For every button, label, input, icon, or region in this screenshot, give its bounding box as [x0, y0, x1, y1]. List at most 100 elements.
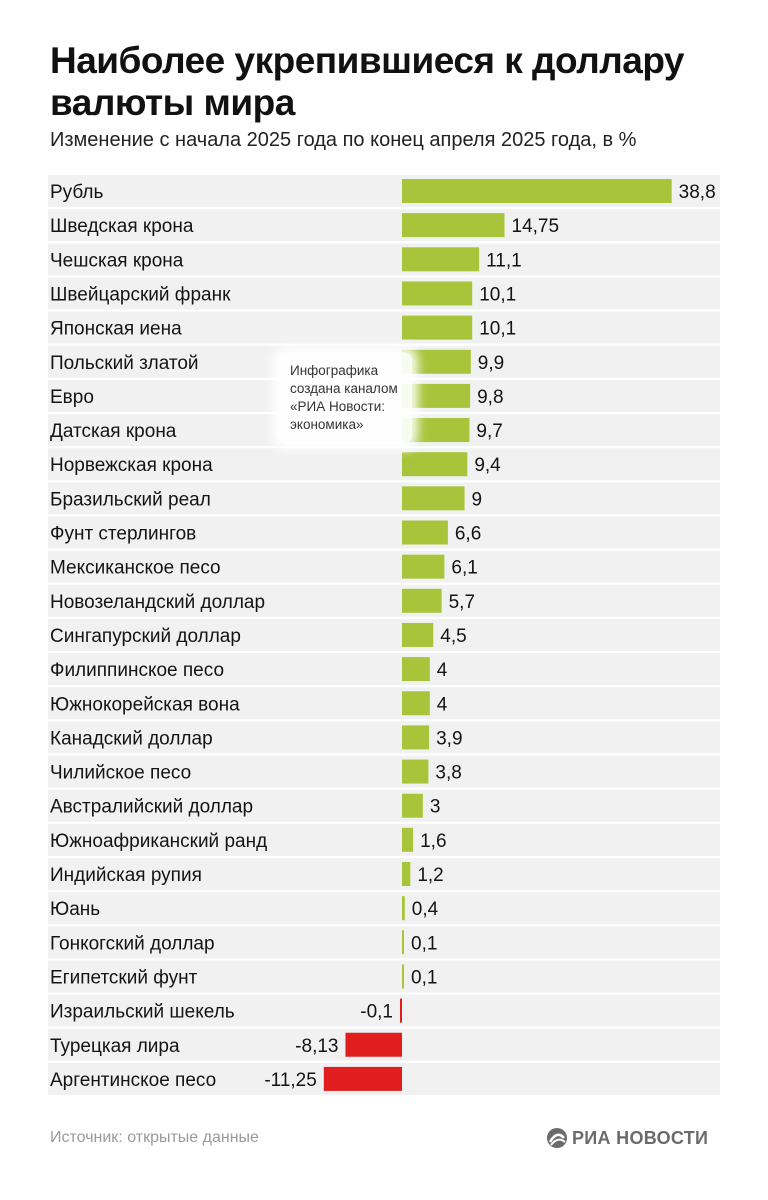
value-label: 1,6 — [420, 831, 446, 852]
bar — [402, 930, 404, 955]
logo-text: РИА НОВОСТИ — [572, 1127, 709, 1148]
row-background — [48, 858, 720, 890]
value-label: 38,8 — [679, 182, 716, 203]
category-label: Чешская крона — [50, 250, 184, 271]
value-label: 1,2 — [417, 865, 443, 886]
bar — [402, 247, 480, 272]
category-label: Шведская крона — [50, 216, 194, 237]
bar — [402, 827, 414, 852]
category-label: Гонкогский доллар — [50, 933, 215, 954]
value-label: 0,4 — [412, 899, 439, 920]
category-label: Австралийский доллар — [50, 797, 253, 818]
category-label: Канадский доллар — [50, 728, 213, 749]
category-label: Швейцарский франк — [50, 284, 231, 305]
bar — [402, 793, 423, 818]
row-background — [48, 789, 720, 822]
value-label: 0,1 — [411, 933, 437, 954]
category-label: Мексиканское песо — [50, 558, 221, 579]
row-background — [48, 960, 720, 993]
bar — [400, 998, 402, 1023]
bar — [402, 213, 505, 238]
row-background — [48, 209, 720, 242]
row-background — [48, 653, 720, 686]
category-label: Аргентинское песо — [50, 1070, 216, 1091]
channel-watermark: Инфографика создана каналом «РИА Новости… — [278, 352, 412, 444]
value-label: 4,5 — [440, 626, 466, 647]
category-label: Рубль — [50, 182, 104, 203]
value-label: 9,9 — [478, 353, 504, 374]
bar — [402, 520, 448, 545]
row-background — [48, 755, 720, 788]
category-label: Турецкая лира — [50, 1036, 180, 1057]
value-label: 10,1 — [479, 284, 516, 305]
value-label: 9,7 — [476, 421, 502, 442]
category-label: Польский златой — [50, 353, 199, 374]
ria-novosti-logo: РИА НОВОСТИ — [546, 1126, 708, 1150]
chart-subtitle: Изменение с начала 2025 года по конец ап… — [50, 129, 637, 151]
row-background — [48, 516, 720, 549]
bar — [402, 964, 404, 989]
value-label: 5,7 — [449, 592, 475, 613]
bar — [402, 725, 430, 750]
watermark-line: экономика» — [290, 417, 364, 432]
source-note: Источник: открытые данные — [50, 1129, 259, 1146]
category-label: Израильский шекель — [50, 1002, 235, 1023]
category-label: Чилийское песо — [50, 763, 191, 784]
category-label: Норвежская крона — [50, 455, 213, 476]
value-label: 0,1 — [411, 967, 437, 988]
watermark-line: создана каналом — [290, 381, 398, 396]
row-background — [48, 926, 720, 959]
value-label: 9 — [472, 489, 483, 510]
bar — [402, 418, 470, 443]
row-background — [48, 823, 720, 856]
row-background — [48, 482, 720, 515]
row-background — [48, 892, 720, 925]
bar — [402, 554, 445, 579]
bar — [402, 179, 672, 203]
row-background — [48, 277, 720, 310]
value-label: 14,75 — [512, 216, 560, 237]
watermark-line: «РИА Новости: — [290, 399, 385, 414]
bar — [402, 759, 429, 784]
watermark-line: Инфографика — [290, 363, 379, 378]
row-background — [48, 584, 720, 617]
value-label: 3,8 — [435, 763, 461, 784]
bar — [402, 349, 471, 374]
bar — [402, 452, 468, 477]
chart-title: Наиболее укрепившиеся к доллару валюты м… — [50, 40, 685, 123]
category-label: Фунт стерлингов — [50, 524, 196, 545]
category-label: Египетский фунт — [50, 967, 198, 988]
value-label: 6,6 — [455, 524, 481, 545]
category-label: Индийская рупия — [50, 865, 202, 886]
row-background — [48, 243, 720, 276]
category-label: Южноафриканский ранд — [50, 831, 267, 852]
value-label: 9,8 — [477, 387, 503, 408]
row-background — [48, 994, 720, 1027]
value-label: 11,1 — [486, 250, 522, 271]
row-background — [48, 618, 720, 651]
category-label: Бразильский реал — [50, 489, 211, 510]
value-label: 4 — [437, 660, 448, 681]
value-label: 10,1 — [479, 319, 516, 340]
bar — [345, 1032, 402, 1057]
bar — [402, 657, 430, 682]
value-label: -8,13 — [295, 1036, 338, 1057]
bar — [402, 896, 405, 921]
category-label: Евро — [50, 387, 94, 408]
category-label: Новозеландский доллар — [50, 592, 265, 613]
value-label: 9,4 — [474, 455, 501, 476]
category-label: Филиппинское песо — [50, 660, 224, 681]
bar — [402, 622, 434, 647]
category-label: Южнокорейская вона — [50, 694, 240, 715]
row-background — [48, 448, 720, 481]
bar — [323, 1066, 402, 1091]
value-label: 4 — [437, 694, 448, 715]
value-label: -0,1 — [360, 1002, 393, 1023]
value-label: -11,25 — [264, 1070, 316, 1091]
bar — [402, 281, 473, 306]
row-background — [48, 721, 720, 754]
value-label: 6,1 — [451, 558, 477, 579]
bar-chart: Рубль 38,8 Шведская крона 14,75 Чешская крон… — [48, 175, 720, 1095]
category-label: Сингапурский доллар — [50, 626, 241, 647]
row-background — [48, 311, 720, 344]
